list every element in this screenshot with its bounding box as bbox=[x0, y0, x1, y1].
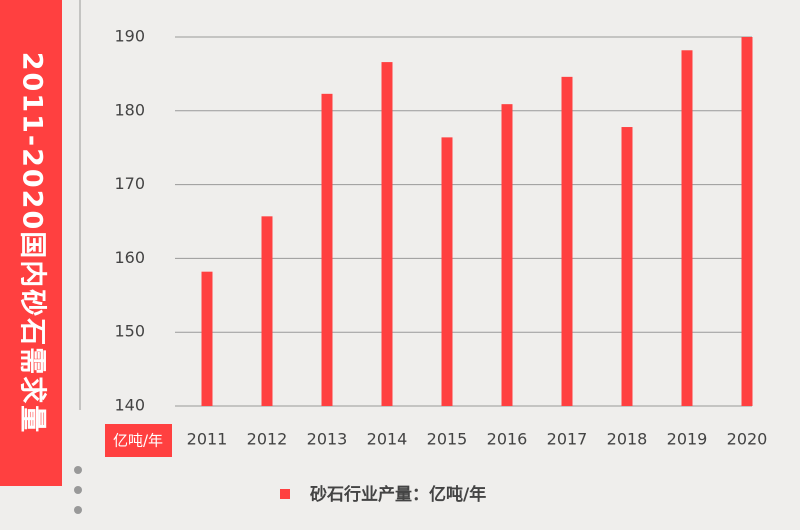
bar bbox=[741, 37, 753, 406]
decor-dot bbox=[74, 486, 82, 494]
bar bbox=[681, 50, 693, 407]
bar bbox=[201, 271, 213, 406]
x-tick-label: 2016 bbox=[487, 430, 528, 449]
y-tick-label: 170 bbox=[114, 174, 145, 193]
y-tick-label: 150 bbox=[114, 322, 145, 341]
title-band bbox=[0, 0, 62, 486]
bar bbox=[621, 127, 633, 406]
bar bbox=[501, 104, 513, 407]
legend-swatch bbox=[280, 489, 290, 499]
y-tick-label: 190 bbox=[114, 27, 145, 46]
chart-title: 2011-2020国内砂石需求量 bbox=[17, 52, 48, 435]
bar bbox=[321, 93, 333, 407]
y-tick-label: 140 bbox=[114, 396, 145, 415]
bar bbox=[561, 76, 573, 407]
x-tick-label: 2015 bbox=[427, 430, 468, 449]
decor-dot bbox=[74, 466, 82, 474]
y-tick-label: 160 bbox=[114, 248, 145, 267]
x-tick-label: 2017 bbox=[547, 430, 588, 449]
x-tick-label: 2020 bbox=[727, 430, 768, 449]
bar bbox=[261, 216, 273, 406]
y-tick-label: 180 bbox=[114, 100, 145, 119]
x-tick-label: 2013 bbox=[307, 430, 348, 449]
bar bbox=[441, 137, 453, 407]
x-tick-label: 2018 bbox=[607, 430, 648, 449]
x-tick-label: 2014 bbox=[367, 430, 408, 449]
legend-label: 砂石行业产量：亿吨/年 bbox=[310, 484, 486, 505]
bar bbox=[381, 62, 393, 406]
x-tick-label: 2019 bbox=[667, 430, 708, 449]
y-unit: 亿吨/年 bbox=[113, 432, 163, 450]
unit-box bbox=[105, 424, 172, 457]
x-tick-label: 2011 bbox=[187, 430, 228, 449]
decor-dot bbox=[74, 506, 82, 514]
x-tick-label: 2012 bbox=[247, 430, 288, 449]
